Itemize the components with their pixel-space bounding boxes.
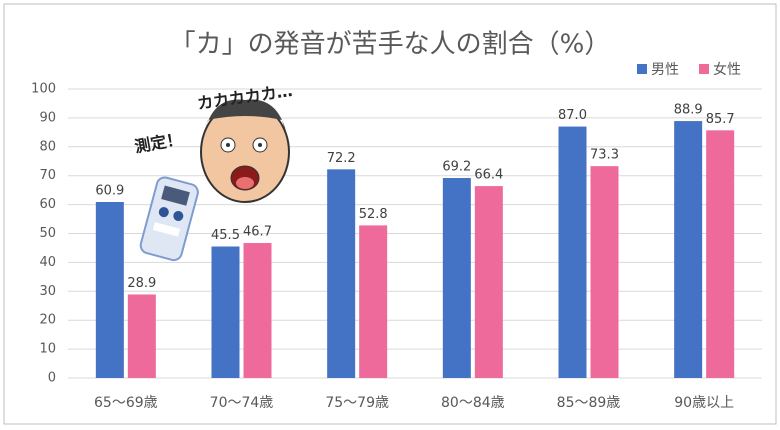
bar [591, 166, 619, 378]
bar [443, 178, 471, 378]
x-tick-label: 90歳以上 [674, 395, 734, 411]
bar [244, 243, 272, 378]
bar [212, 247, 240, 378]
legend-swatch [699, 64, 709, 74]
y-tick-label: 30 [39, 284, 56, 299]
bar [674, 121, 702, 378]
bar [706, 130, 734, 378]
value-label: 87.0 [558, 108, 587, 123]
value-label: 28.9 [127, 276, 156, 291]
value-label: 73.3 [590, 148, 619, 163]
legend-label: 女性 [713, 61, 741, 78]
x-tick-label: 80〜84歳 [441, 395, 505, 411]
x-tick-label: 65〜69歳 [94, 395, 158, 411]
bar [128, 294, 156, 378]
chart: 「カ」の発音が苦手な人の割合（%） 0 10 20 30 40 50 60 70 80 90 100… [0, 0, 780, 430]
value-label: 72.2 [327, 151, 356, 166]
bar [96, 202, 124, 378]
bar [359, 225, 387, 378]
face-illustration [201, 100, 289, 203]
value-label: 69.2 [442, 160, 471, 175]
legend-swatch [637, 64, 647, 74]
y-tick-label: 20 [39, 313, 56, 328]
x-tick-label: 70〜74歳 [210, 395, 274, 411]
chart-title: 「カ」の発音が苦手な人の割合（%） [170, 30, 611, 60]
y-tick-label: 0 [48, 371, 56, 386]
value-label: 66.4 [474, 168, 503, 183]
value-label: 60.9 [95, 183, 124, 198]
value-label: 45.5 [211, 228, 240, 243]
x-tick-label: 75〜79歳 [325, 395, 389, 411]
bar [475, 186, 503, 378]
y-tick-label: 70 [39, 168, 56, 183]
value-label: 85.7 [706, 112, 735, 127]
x-tick-label: 85〜89歳 [557, 395, 621, 411]
value-label: 46.7 [243, 225, 272, 240]
y-tick-label: 80 [39, 139, 56, 154]
bar [327, 169, 355, 378]
y-tick-label: 50 [39, 226, 56, 241]
bar [559, 127, 587, 378]
value-label: 52.8 [359, 207, 388, 222]
y-tick-label: 90 [39, 110, 56, 125]
value-label: 88.9 [674, 103, 703, 118]
y-tick-label: 60 [39, 197, 56, 212]
y-tick-label: 40 [39, 255, 56, 270]
y-tick-label: 100 [31, 82, 56, 97]
y-tick-label: 10 [39, 342, 56, 357]
legend-label: 男性 [651, 62, 679, 78]
